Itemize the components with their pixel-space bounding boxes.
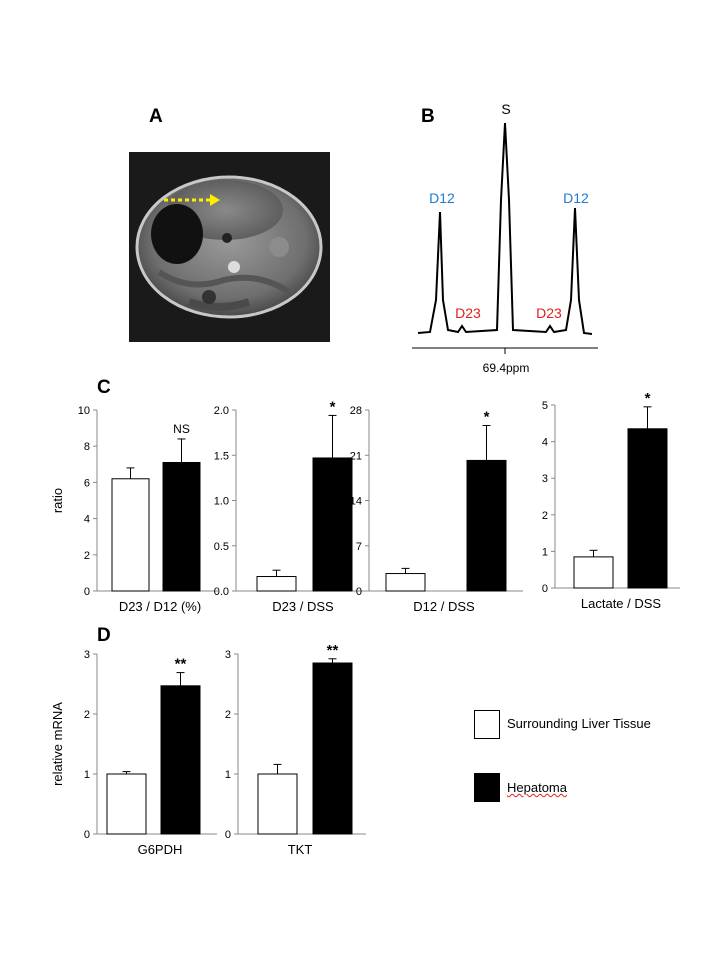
x-axis-label: D23 / D12 (%) xyxy=(119,599,201,614)
y-tick-label: 1.5 xyxy=(214,450,229,462)
y-tick-label: 3 xyxy=(225,649,231,661)
y-tick-label: 6 xyxy=(84,477,90,489)
y-tick-label: 0.5 xyxy=(214,541,229,553)
y-axis-label: relative mRNA xyxy=(50,702,65,786)
y-tick-label: 3 xyxy=(84,649,90,661)
bar-surrounding xyxy=(111,478,150,592)
x-axis-label: Lactate / DSS xyxy=(581,596,662,611)
y-tick-label: 1.0 xyxy=(214,496,229,508)
legend-swatch-hepatoma xyxy=(474,773,500,802)
panel-label-d: D xyxy=(97,625,111,646)
y-tick-label: 0.0 xyxy=(214,586,229,598)
y-tick-label: 0 xyxy=(84,586,90,598)
significance-label: * xyxy=(484,409,490,426)
y-tick-label: 0 xyxy=(542,583,548,595)
y-tick-label: 2.0 xyxy=(214,405,229,417)
y-tick-label: 21 xyxy=(350,450,362,462)
bar-surrounding xyxy=(257,773,298,835)
x-axis-label: G6PDH xyxy=(138,842,183,857)
y-tick-label: 2 xyxy=(84,709,90,721)
panel-label-b: B xyxy=(421,106,435,127)
spectrum-axis-label: 69.4ppm xyxy=(483,361,530,375)
bar-surrounding xyxy=(256,576,297,592)
peak-label-d12-left: D12 xyxy=(429,190,455,206)
mri-image xyxy=(129,152,330,342)
significance-label: * xyxy=(645,390,651,407)
bar-hepatoma xyxy=(466,459,507,592)
panel-label-a: A xyxy=(149,106,163,127)
y-tick-label: 10 xyxy=(78,405,90,417)
mri-illustration xyxy=(129,152,330,342)
significance-label: NS xyxy=(173,422,190,436)
y-tick-label: 1 xyxy=(225,769,231,781)
spectrum-trace xyxy=(417,122,593,335)
x-axis-label: TKT xyxy=(288,842,313,857)
y-tick-label: 1 xyxy=(542,546,548,558)
y-tick-label: 4 xyxy=(542,437,548,449)
peak-label-d23-right: D23 xyxy=(536,305,562,321)
y-tick-label: 28 xyxy=(350,405,362,417)
y-tick-label: 0 xyxy=(84,829,90,841)
y-tick-label: 2 xyxy=(225,709,231,721)
y-tick-label: 2 xyxy=(542,510,548,522)
y-tick-label: 14 xyxy=(350,496,362,508)
bar-hepatoma xyxy=(162,461,201,592)
bar-surrounding xyxy=(573,556,614,589)
legend-label-hepatoma: Hepatoma xyxy=(507,780,567,795)
peak-label-d12-right: D12 xyxy=(563,190,589,206)
bar-hepatoma xyxy=(312,457,353,592)
bar-hepatoma xyxy=(312,662,353,835)
peak-label-d23-left: D23 xyxy=(455,305,481,321)
panel-label-c: C xyxy=(97,377,111,398)
y-tick-label: 2 xyxy=(84,550,90,562)
bar-surrounding xyxy=(385,573,426,592)
peak-label-s: S xyxy=(501,101,510,117)
y-tick-label: 0 xyxy=(225,829,231,841)
bar-hepatoma xyxy=(627,428,668,589)
significance-label: ** xyxy=(175,656,187,673)
arrow-icon xyxy=(210,194,220,206)
y-tick-label: 7 xyxy=(356,541,362,553)
y-tick-label: 0 xyxy=(356,586,362,598)
y-tick-label: 8 xyxy=(84,441,90,453)
y-tick-label: 3 xyxy=(542,473,548,485)
y-tick-label: 1 xyxy=(84,769,90,781)
x-axis-label: D12 / DSS xyxy=(413,599,475,614)
y-tick-label: 5 xyxy=(542,400,548,412)
significance-label: ** xyxy=(327,642,339,659)
bar-hepatoma xyxy=(160,685,201,835)
significance-label: * xyxy=(330,398,336,415)
bar-surrounding xyxy=(106,773,147,835)
x-axis-label: D23 / DSS xyxy=(272,599,334,614)
y-axis-label: ratio xyxy=(50,488,65,513)
y-tick-label: 4 xyxy=(84,514,90,526)
legend-label-surrounding: Surrounding Liver Tissue xyxy=(507,716,651,731)
legend-swatch-surrounding xyxy=(474,710,500,739)
